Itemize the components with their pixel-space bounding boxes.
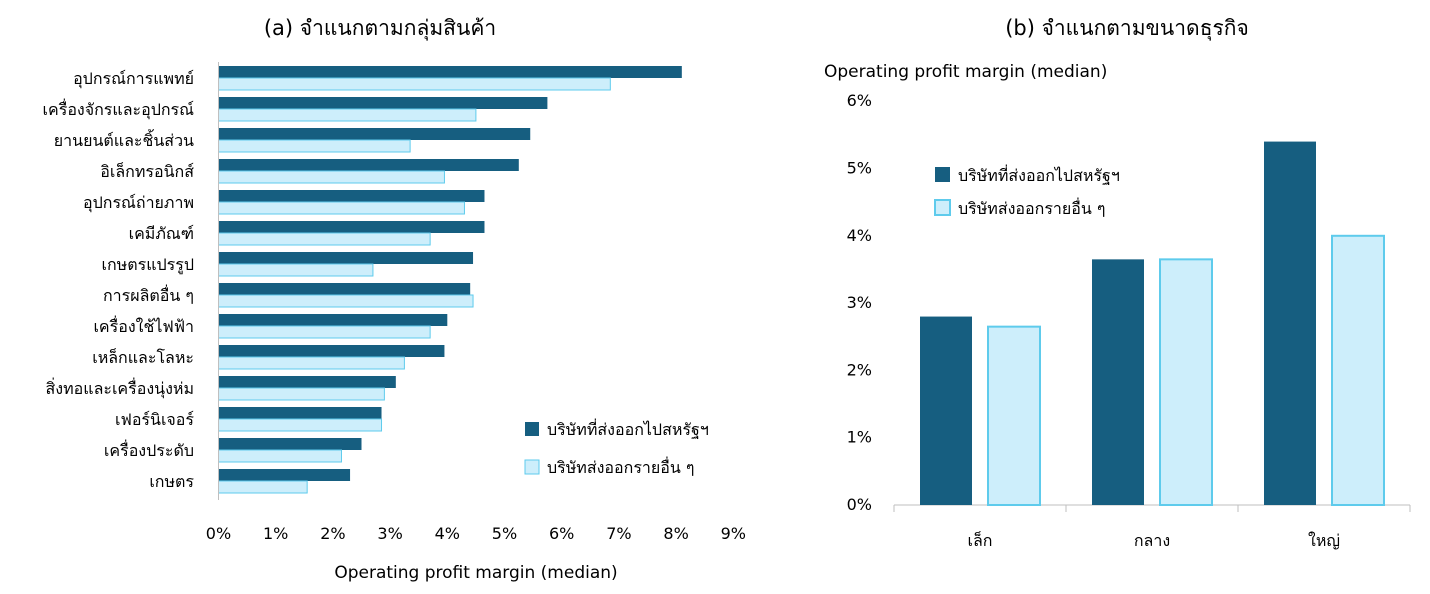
chart-a-bar-us [218, 314, 448, 326]
chart-a-x-tick-label: 0% [206, 524, 231, 543]
chart-a-x-tick-label: 4% [435, 524, 460, 543]
chart-b-legend-swatch-other [934, 199, 951, 216]
chart-a-x-tick-label: 9% [721, 524, 746, 543]
chart-b-bar-other [987, 325, 1041, 506]
chart-a-legend-swatch-us [525, 422, 539, 436]
chart-a-x-axis-title: Operating profit margin (median) [334, 563, 617, 583]
chart-a-bar-other [218, 356, 405, 370]
chart-a-bar-other [218, 263, 374, 277]
chart-a-x-tick-label: 5% [492, 524, 517, 543]
chart-a-bar-us [218, 66, 682, 78]
chart-a-bar-us [218, 376, 396, 388]
chart-a-bar-us [218, 469, 351, 481]
chart-b-category-label: ใหญ่ [1308, 531, 1340, 550]
chart-a-category-label: เหล็กและโลหะ [92, 347, 194, 367]
chart-a-x-tick-label: 3% [377, 524, 402, 543]
chart-a-x-tick-label: 7% [606, 524, 631, 543]
chart-b-category-label: เล็ก [968, 530, 993, 550]
chart-a-bar-other [218, 294, 474, 308]
chart-a-bar-us [218, 221, 485, 233]
chart-a-category-label: สิ่งทอและเครื่องนุ่งห่ม [46, 377, 194, 399]
chart-a-category-label: ยานยนต์และชิ้นส่วน [54, 129, 194, 150]
chart-a-bar-us [218, 159, 519, 171]
chart-b-bar-other [1159, 258, 1213, 507]
chart-a-legend-label-us: บริษัทที่ส่งออกไปสหรัฐฯ [547, 418, 709, 439]
chart-a-bar-other [218, 201, 465, 215]
chart-b-y-axis-title: Operating profit margin (median) [824, 62, 1107, 82]
chart-a-title: (a) จำแนกตามกลุ่มสินค้า [264, 16, 496, 41]
chart-a-bar-other [218, 387, 385, 401]
chart-a-bar-other [218, 170, 445, 184]
chart-a-bar-other [218, 325, 431, 339]
chart-a-bar-other [218, 480, 308, 494]
chart-a-x-tick-label: 2% [320, 524, 345, 543]
chart-a-x-tick-label: 8% [663, 524, 688, 543]
chart-a-bar-us [218, 407, 382, 419]
chart-a-category-label: เครื่องใช้ไฟฟ้า [93, 315, 194, 336]
chart-a-x-tick-label: 6% [549, 524, 574, 543]
chart-b-y-tick-label: 2% [847, 360, 872, 379]
chart-a-legend-label-other: บริษัทส่งออกรายอื่น ๆ [547, 456, 695, 477]
chart-b-legend-label-us: บริษัทที่ส่งออกไปสหรัฐฯ [958, 164, 1120, 185]
chart-b-bar-us [1092, 259, 1144, 505]
chart-a-bar-us [218, 97, 548, 109]
chart-b-y-tick-label: 6% [847, 91, 872, 110]
chart-a-category-label: เกษตรแปรรูป [102, 255, 195, 275]
chart-b-legend-swatch-us [935, 167, 950, 182]
chart-a-bar-other [218, 449, 342, 463]
chart-a-category-label: เกษตร [149, 472, 194, 491]
chart-a-category-label: การผลิตอื่น ๆ [103, 284, 194, 305]
chart-a-category-label: เครื่องจักรและอุปกรณ์ [43, 98, 195, 120]
chart-a-bar-other [218, 232, 431, 246]
chart-a-bar-other [218, 77, 611, 91]
chart-b-y-tick-label: 5% [847, 159, 872, 178]
chart-a-category-label: อุปกรณ์ถ่ายภาพ [83, 193, 194, 213]
chart-a-bar-us [218, 252, 474, 264]
chart-b-y-tick-label: 0% [847, 495, 872, 514]
chart-a-bar-us [218, 438, 362, 450]
chart-b-category-label: กลาง [1134, 531, 1170, 550]
chart-a-bar-us [218, 128, 531, 140]
chart-a-bar-other [218, 108, 477, 122]
chart-a-legend-swatch-other [524, 459, 540, 475]
chart-a-category-label: อิเล็กทรอนิกส์ [100, 161, 194, 181]
chart-a-category-label: อุปกรณ์การแพทย์ [73, 69, 194, 89]
chart-a-bar-us [218, 345, 445, 357]
chart-a-category-label: เคมีภัณฑ์ [129, 224, 194, 243]
chart-a-category-label: เครื่องประดับ [104, 439, 194, 460]
chart-a-x-tick-label: 1% [263, 524, 288, 543]
chart-b-bar-us [1264, 141, 1316, 505]
chart-a-bar-us [218, 190, 485, 202]
chart-a-bar-us [218, 283, 471, 295]
chart-b-y-tick-label: 3% [847, 293, 872, 312]
chart-b-bar-us [920, 316, 972, 505]
chart-a-bar-other [218, 418, 383, 432]
chart-a-category-label: เฟอร์นิเจอร์ [115, 410, 194, 429]
chart-b-title: (b) จำแนกตามขนาดธุรกิจ [1005, 16, 1249, 41]
chart-b-bar-other [1331, 234, 1385, 507]
chart-b-legend-label-other: บริษัทส่งออกรายอื่น ๆ [958, 197, 1106, 218]
chart-b-y-tick-label: 1% [847, 428, 872, 447]
chart-b-y-tick-label: 4% [847, 226, 872, 245]
chart-a-bar-other [218, 139, 411, 153]
